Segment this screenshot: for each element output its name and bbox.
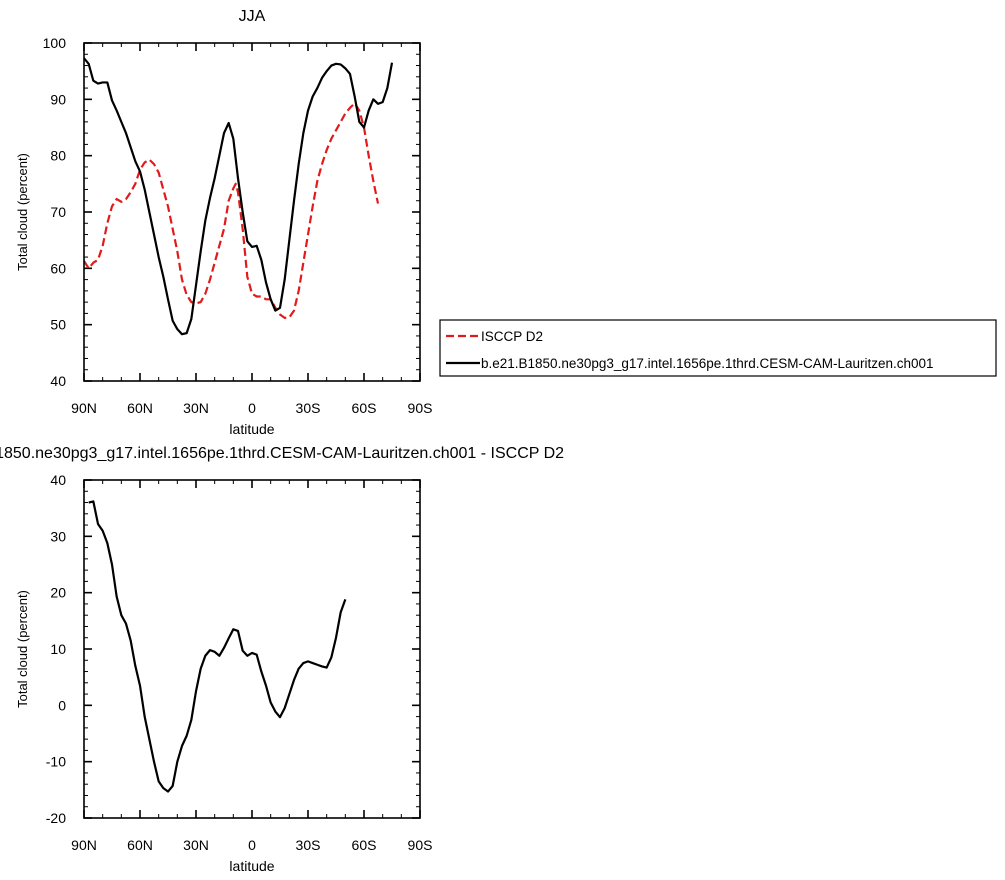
chart1-y-tick-label: 100: [43, 35, 67, 51]
chart2-x-tick-label: 30N: [183, 837, 209, 853]
chart2-x-tick-label: 90S: [408, 837, 433, 853]
chart1-major-ticks: [83, 42, 421, 382]
bottom-chart-panel: b.e21.B1850.ne30pg3_g17.intel.1656pe.1th…: [0, 445, 564, 874]
chart2-series-line-1: [88, 500, 347, 793]
chart1-x-tick-label: 60N: [127, 400, 153, 416]
chart1-minor-ticks: [83, 42, 421, 382]
chart1-series-line-2: [83, 57, 394, 336]
chart2-y-tick-label: 30: [50, 528, 66, 544]
chart1-y-tick-label: 60: [50, 260, 66, 276]
chart2-y-tick-label: 10: [50, 641, 66, 657]
chart2-y-tick-label: 20: [50, 585, 66, 601]
chart1-y-tick-label: 90: [50, 91, 66, 107]
chart1-x-axis-label: latitude: [229, 421, 274, 437]
chart1-y-tick-label: 80: [50, 148, 66, 164]
chart2-x-tick-label: 90N: [71, 837, 97, 853]
chart1-x-tick-label: 90S: [408, 400, 433, 416]
chart1-x-tick-label: 30N: [183, 400, 209, 416]
chart2-x-tick-label: 30S: [296, 837, 321, 853]
chart1-legend: ISCCP D2 b.e21.B1850.ne30pg3_g17.intel.16…: [439, 319, 997, 377]
legend-label-2: b.e21.B1850.ne30pg3_g17.intel.1656pe.1th…: [481, 356, 934, 371]
chart2-y-tick-label: -10: [46, 754, 66, 770]
chart1-y-tick-label: 70: [50, 204, 66, 220]
chart1-plot-frame: [83, 42, 421, 382]
chart2-minor-ticks: [83, 479, 421, 819]
top-chart-panel: JJA 90N 60N 30N 0 30S 60S 90S 40 50 60 70 80 90 100 lat…: [15, 8, 997, 437]
chart2-title: b.e21.B1850.ne30pg3_g17.intel.1656pe.1th…: [0, 445, 564, 462]
chart1-x-tick-label: 90N: [71, 400, 97, 416]
chart2-y-tick-label: 40: [50, 472, 66, 488]
chart2-major-ticks: [83, 479, 421, 819]
chart1-x-tick-label: 0: [248, 400, 256, 416]
chart1-series-line-1: [83, 102, 380, 320]
legend-label-1: ISCCP D2: [481, 329, 543, 344]
chart2-x-tick-label: 0: [248, 837, 256, 853]
chart2-plot-frame: [83, 479, 421, 819]
legend-box: [439, 319, 997, 377]
chart1-title: JJA: [239, 8, 266, 25]
chart2-x-axis-label: latitude: [229, 858, 274, 874]
chart1-x-tick-label: 30S: [296, 400, 321, 416]
chart2-x-tick-label: 60N: [127, 837, 153, 853]
chart1-y-axis-label: Total cloud (percent): [15, 153, 30, 271]
chart1-x-tick-label: 60S: [352, 400, 377, 416]
chart1-y-tick-label: 40: [50, 373, 66, 389]
chart1-y-tick-label: 50: [50, 317, 66, 333]
chart2-y-axis-label: Total cloud (percent): [15, 590, 30, 708]
chart2-y-tick-label: -20: [46, 810, 66, 826]
chart2-x-tick-label: 60S: [352, 837, 377, 853]
chart2-y-tick-label: 0: [58, 697, 66, 713]
